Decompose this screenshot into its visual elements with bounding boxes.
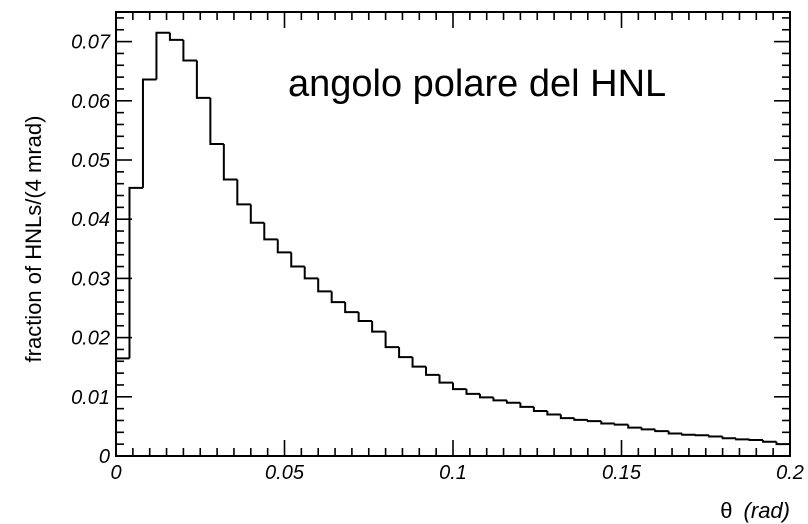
histogram-bin: [532, 406, 548, 413]
histogram-bin: [600, 421, 615, 425]
y-tick-label: 0.05: [71, 150, 111, 172]
histogram-bin: [573, 418, 588, 421]
y-tick-label: 0.06: [71, 91, 111, 113]
histogram-bin: [249, 204, 265, 224]
histogram-bin: [344, 302, 359, 314]
histogram-bin: [222, 144, 238, 181]
histogram-bin: [762, 440, 777, 443]
histogram-bin: [613, 423, 629, 426]
histogram-bin: [681, 433, 696, 436]
x-tick-label: 0: [110, 462, 121, 484]
plot-frame: [115, 11, 791, 457]
y-tick-label: 0.04: [71, 209, 110, 231]
y-tick-label: 0.02: [71, 328, 110, 350]
histogram-bin: [478, 393, 494, 399]
histogram-bin: [748, 439, 764, 442]
y-tick-label: 0.07: [71, 32, 111, 54]
histogram-bin: [775, 441, 790, 446]
x-axis-symbol: θ: [720, 498, 732, 523]
ticks-layer: [115, 12, 791, 457]
y-tick-label: 0.03: [71, 268, 110, 290]
histogram-bin: [546, 411, 561, 416]
histogram-bin: [452, 382, 467, 391]
histogram-bin: [236, 179, 251, 206]
histogram-bin: [721, 436, 737, 440]
histogram-bin: [586, 419, 602, 423]
x-tick-label: 0.1: [439, 462, 467, 484]
annotation-text: angolo polare del HNL: [288, 63, 666, 105]
histogram-bin: [330, 291, 346, 304]
histogram-bin: [155, 31, 170, 80]
histogram-bin: [492, 397, 507, 402]
histogram-bin: [708, 435, 723, 438]
histogram-bin: [505, 400, 521, 404]
histogram-bin: [168, 32, 184, 41]
tick-labels-layer: 0 0.01 0.02 0.03 0.04 0.05 0.06 0.07 0 0.05 0.1 0.1…: [71, 32, 804, 484]
histogram-bin: [182, 39, 197, 62]
histogram-bin: [317, 278, 332, 293]
histogram-bin: [209, 97, 224, 146]
histogram-bin: [371, 321, 386, 333]
histogram-bin: [438, 374, 453, 384]
x-tick-label: 0.2: [776, 462, 804, 484]
histogram-bin: [425, 366, 440, 376]
x-tick-label: 0.15: [602, 462, 642, 484]
histogram-bin: [290, 252, 305, 268]
histogram-bin: [398, 347, 413, 359]
histogram-bin: [128, 186, 143, 359]
histogram-bin: [357, 312, 373, 323]
histogram-bin: [519, 402, 534, 408]
histogram-bin: [411, 357, 427, 368]
histogram-bin: [263, 222, 278, 241]
histogram-bin: [276, 239, 292, 254]
histogram-bin: [694, 434, 710, 437]
x-tick-label: 0.05: [265, 462, 305, 484]
histogram-bin: [384, 331, 400, 349]
histogram-bin: [559, 414, 575, 420]
histogram-bin: [303, 266, 319, 280]
histogram-bin: [735, 438, 750, 441]
y-tick-label: 0.01: [71, 387, 110, 409]
histogram-bin: [667, 431, 683, 435]
histogram-bin: [654, 429, 669, 433]
y-axis-title: fraction of HNLs/(4 mrad): [21, 116, 46, 363]
histogram-bin: [141, 78, 157, 188]
x-axis-title: θ (rad): [720, 498, 790, 523]
histogram-bin: [640, 427, 656, 431]
histogram-bin: [195, 60, 211, 99]
x-axis-unit: (rad): [744, 498, 790, 523]
histogram-bin: [465, 389, 480, 395]
y-tick-label: 0: [99, 446, 110, 468]
histogram-bin: [627, 424, 642, 429]
